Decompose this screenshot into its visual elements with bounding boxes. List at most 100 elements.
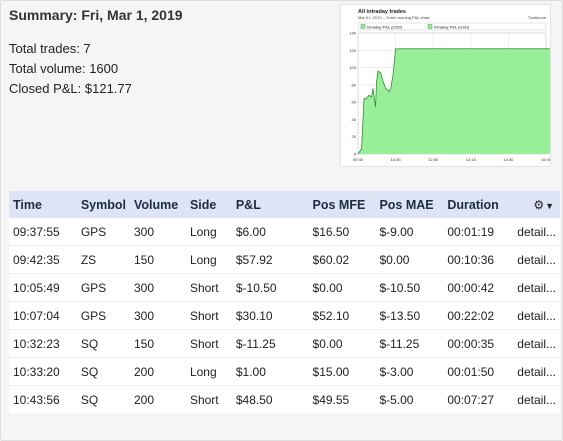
- trade-side: Long: [185, 218, 232, 246]
- trade-volume: 150: [130, 245, 186, 274]
- col-symbol[interactable]: Symbol: [76, 191, 130, 218]
- trade-duration: 00:00:42: [443, 273, 514, 302]
- y-tick-label: 60: [352, 100, 357, 105]
- trade-side: Short: [185, 301, 232, 330]
- trade-pos-mae: $-11.25: [375, 329, 444, 358]
- trade-detail-link[interactable]: detail...: [513, 301, 560, 330]
- trade-pnl: $30.10: [231, 301, 309, 330]
- table-row: 10:07:04 GPS 300 Short $30.10 $52.10 $-13.50 00…: [9, 301, 560, 330]
- pnl-area: [358, 48, 550, 154]
- trade-symbol[interactable]: GPS: [76, 301, 130, 330]
- trade-pnl: $-10.50: [231, 273, 309, 302]
- trade-time: 10:43:56: [9, 385, 77, 413]
- x-tick-label: 14:30: [503, 157, 514, 162]
- legend-entry: Intraday P&L (USD): [367, 25, 403, 30]
- x-tick-label: 15:45: [541, 157, 550, 162]
- x-tick-label: 13:15: [466, 157, 477, 162]
- trade-pos-mae: $-13.50: [375, 301, 444, 330]
- chart-legend: [357, 22, 547, 31]
- trade-pnl: $6.00: [231, 218, 309, 246]
- table-row: 10:33:20 SQ 200 Long $1.00 $15.00 $-3.00 00:01:…: [9, 357, 560, 386]
- trade-pos-mae: $-10.50: [375, 273, 444, 302]
- trade-time: 10:07:04: [9, 301, 77, 330]
- trade-volume: 300: [130, 273, 186, 302]
- y-tick-label: 20: [352, 134, 357, 139]
- chart-brand: Tradervue: [528, 15, 547, 20]
- col-side[interactable]: Side: [185, 191, 232, 218]
- trade-time: 09:42:35: [9, 245, 77, 274]
- col-duration[interactable]: Duration: [443, 191, 514, 218]
- trade-symbol[interactable]: GPS: [76, 273, 130, 302]
- trade-duration: 00:01:19: [443, 218, 514, 246]
- table-row: 10:05:49 GPS 300 Short $-10.50 $0.00 $-10.50 00…: [9, 273, 560, 302]
- trade-pnl: $-11.25: [231, 329, 309, 358]
- y-tick-label: 140: [349, 31, 356, 36]
- table-row: 09:37:55 GPS 300 Long $6.00 $16.50 $-9.00 00:01…: [9, 218, 560, 246]
- legend-entry: Intraday P&L (USD): [434, 25, 470, 30]
- trade-side: Short: [185, 329, 232, 358]
- trade-duration: 00:01:50: [443, 357, 514, 386]
- column-settings-button[interactable]: ⚙▼: [513, 191, 560, 218]
- trade-volume: 200: [130, 357, 186, 386]
- trade-duration: 00:07:27: [443, 385, 514, 413]
- x-tick-label: 09:30: [353, 157, 364, 162]
- trade-pos-mae: $-3.00: [375, 357, 444, 386]
- trade-pos-mfe: $16.50: [308, 218, 376, 246]
- trade-side: Short: [185, 385, 232, 413]
- trade-time: 09:37:55: [9, 218, 77, 246]
- trade-pos-mfe: $0.00: [308, 329, 376, 358]
- trade-pos-mfe: $0.00: [308, 273, 376, 302]
- col-volume[interactable]: Volume: [130, 191, 186, 218]
- x-tick-label: 12:00: [428, 157, 439, 162]
- closed-pnl: Closed P&L: $121.77: [9, 81, 132, 96]
- trade-pos-mae: $0.00: [375, 245, 444, 274]
- trade-detail-link[interactable]: detail...: [513, 245, 560, 274]
- trade-symbol[interactable]: SQ: [76, 329, 130, 358]
- col-pos-mfe[interactable]: Pos MFE: [308, 191, 376, 218]
- y-tick-label: 40: [352, 117, 357, 122]
- trade-pos-mfe: $60.02: [308, 245, 376, 274]
- trade-symbol[interactable]: GPS: [76, 218, 130, 246]
- table-row: 10:43:56 SQ 200 Short $48.50 $49.55 $-5.00 00:0…: [9, 385, 560, 413]
- chart-title: All intraday trades: [358, 9, 406, 15]
- trade-symbol[interactable]: SQ: [76, 385, 130, 413]
- trade-pnl: $57.92: [231, 245, 309, 274]
- trade-detail-link[interactable]: detail...: [513, 273, 560, 302]
- trade-side: Short: [185, 273, 232, 302]
- pnl-series-line: [357, 48, 550, 155]
- trade-duration: 00:00:35: [443, 329, 514, 358]
- trade-pos-mae: $-5.00: [375, 385, 444, 413]
- trade-detail-link[interactable]: detail...: [513, 329, 560, 358]
- trade-pnl: $48.50: [231, 385, 309, 413]
- table-header-row: Time Symbol Volume Side P&L Pos MFE Pos …: [9, 191, 560, 218]
- trade-detail-link[interactable]: detail...: [513, 385, 560, 413]
- trade-pos-mae: $-9.00: [375, 218, 444, 246]
- col-time[interactable]: Time: [9, 191, 77, 218]
- trade-side: Long: [185, 357, 232, 386]
- table-row: 10:32:23 SQ 150 Short $-11.25 $0.00 $-11.25 00:…: [9, 329, 560, 358]
- chevron-down-icon: ▼: [545, 200, 554, 211]
- y-tick-label: 0: [354, 152, 357, 157]
- trade-pnl: $1.00: [231, 357, 309, 386]
- col-pnl[interactable]: P&L: [231, 191, 309, 218]
- trade-time: 10:32:23: [9, 329, 77, 358]
- trade-symbol[interactable]: SQ: [76, 357, 130, 386]
- trade-detail-link[interactable]: detail...: [513, 218, 560, 246]
- legend-swatch: [427, 24, 433, 29]
- trade-symbol[interactable]: ZS: [76, 245, 130, 274]
- trade-duration: 00:10:36: [443, 245, 514, 274]
- trade-time: 10:33:20: [9, 357, 77, 386]
- total-volume: Total volume: 1600: [9, 61, 119, 76]
- trade-detail-link[interactable]: detail...: [513, 357, 560, 386]
- col-pos-mae[interactable]: Pos MAE: [375, 191, 444, 218]
- gear-icon: ⚙: [533, 197, 545, 212]
- trade-rows: 09:37:55 GPS 300 Long $6.00 $16.50 $-9.00 00:01…: [9, 218, 560, 413]
- y-tick-label: 80: [352, 82, 357, 87]
- trade-duration: 00:22:02: [443, 301, 514, 330]
- table-row: 09:42:35 ZS 150 Long $57.92 $60.02 $0.00 00:10:…: [9, 245, 560, 274]
- trade-side: Long: [185, 245, 232, 274]
- trade-volume: 200: [130, 385, 186, 413]
- trade-volume: 150: [130, 329, 186, 358]
